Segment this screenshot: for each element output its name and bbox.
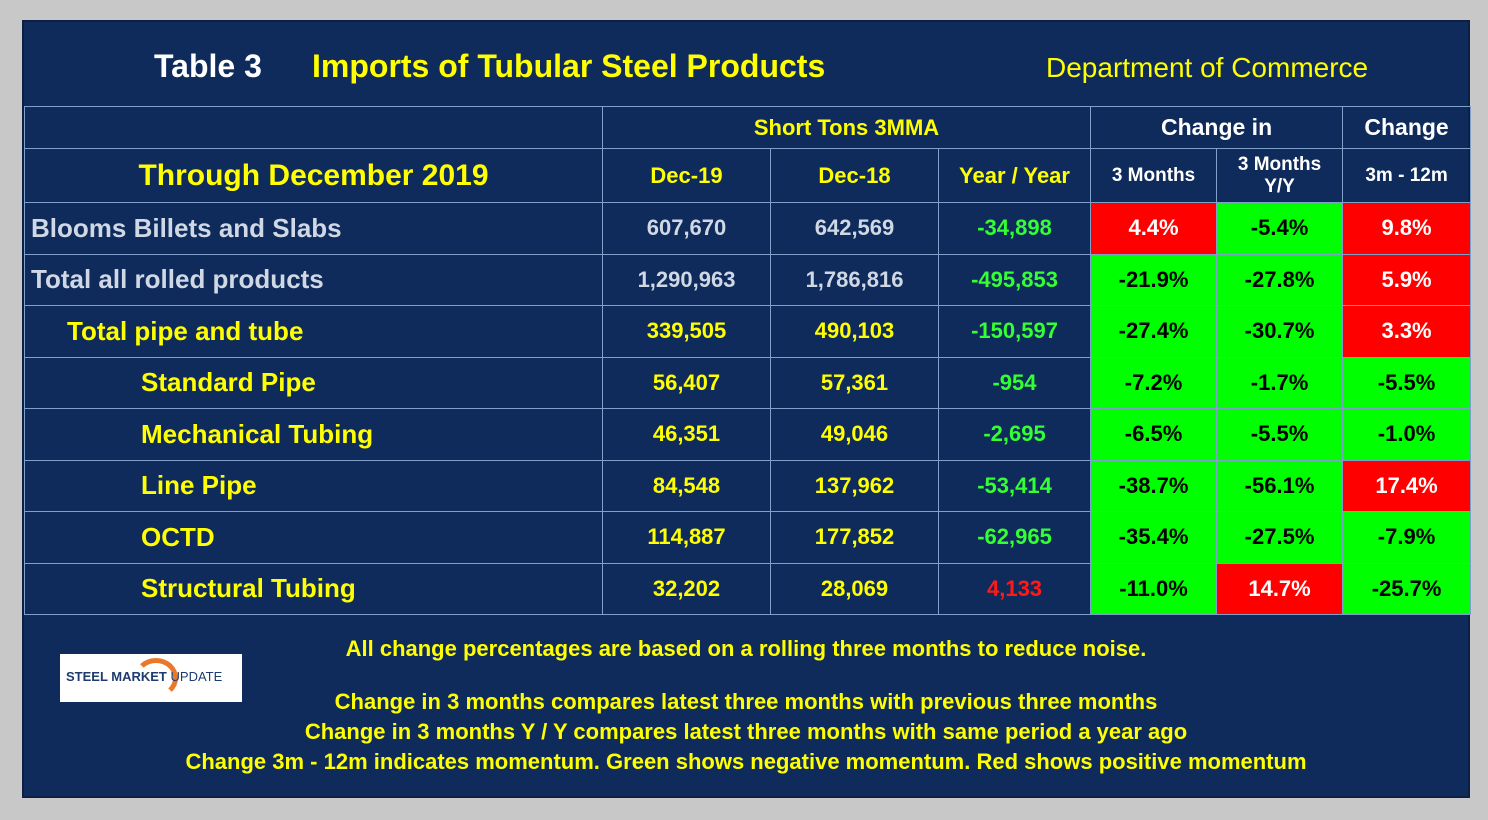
row-label: Line Pipe: [24, 459, 603, 512]
cell-dec19: 339,505: [602, 305, 771, 358]
header-change-in: Change in: [1090, 106, 1344, 149]
cell-yoy: -62,965: [937, 511, 1092, 564]
cell-dec19: 1,290,963: [602, 253, 771, 306]
imports-table: Short Tons 3MMA Change in Change Through…: [24, 106, 1472, 615]
header-3-months-yy-line1: 3 Months: [1237, 153, 1322, 175]
cell-yoy: -150,597: [937, 305, 1092, 358]
cell-3-months: -38.7%: [1090, 459, 1218, 512]
header-yoy: Year / Year: [937, 148, 1092, 203]
logo-swoosh-icon: [134, 658, 178, 698]
table-row: Standard Pipe 56,407 57,361 -954 -7.2% -…: [24, 356, 1472, 409]
cell-3-months: -11.0%: [1090, 562, 1218, 615]
cell-yoy: -2,695: [937, 408, 1092, 461]
cell-dec19: 114,887: [602, 511, 771, 564]
cell-yoy: -954: [937, 356, 1092, 409]
cell-3-months: -6.5%: [1090, 408, 1218, 461]
cell-3m-12m: -25.7%: [1342, 562, 1472, 615]
header-3-months: 3 Months: [1090, 148, 1218, 203]
footnote-2: Change in 3 months compares latest three…: [334, 689, 1158, 714]
cell-3-months: -21.9%: [1090, 253, 1218, 306]
cell-yoy: -53,414: [937, 459, 1092, 512]
cell-3-months: 4.4%: [1090, 202, 1218, 255]
header-empty: [24, 106, 603, 149]
header-change: Change: [1342, 106, 1472, 149]
cell-yoy: -495,853: [937, 253, 1092, 306]
cell-yoy: -34,898: [937, 202, 1092, 255]
cell-3-months-yy: -30.7%: [1216, 305, 1344, 358]
cell-3-months-yy: -5.4%: [1216, 202, 1344, 255]
cell-dec19: 607,670: [602, 202, 771, 255]
cell-dec18: 490,103: [770, 305, 939, 358]
cell-3m-12m: -1.0%: [1342, 408, 1472, 461]
header-row-top: Short Tons 3MMA Change in Change: [24, 106, 1472, 149]
cell-3-months-yy: -5.5%: [1216, 408, 1344, 461]
cell-dec18: 137,962: [770, 459, 939, 512]
cell-3-months-yy: -27.8%: [1216, 253, 1344, 306]
header-short-tons: Short Tons 3MMA: [601, 106, 1092, 149]
cell-3-months-yy: -56.1%: [1216, 459, 1344, 512]
footnote-1: All change percentages are based on a ro…: [345, 636, 1147, 661]
table-title: Imports of Tubular Steel Products: [312, 48, 826, 84]
cell-dec19: 32,202: [602, 562, 771, 615]
table-row: Total pipe and tube 339,505 490,103 -150…: [24, 305, 1472, 358]
cell-dec19: 46,351: [602, 408, 771, 461]
table-row: OCTD 114,887 177,852 -62,965 -35.4% -27.…: [24, 511, 1472, 564]
cell-yoy: 4,133: [937, 562, 1092, 615]
cell-3m-12m: -7.9%: [1342, 511, 1472, 564]
footnote-3: Change in 3 months Y / Y compares latest…: [304, 719, 1188, 744]
cell-dec18: 28,069: [770, 562, 939, 615]
row-label: Structural Tubing: [24, 562, 603, 615]
header-dec18: Dec-18: [770, 148, 939, 203]
row-label: Total pipe and tube: [24, 305, 603, 358]
row-label: OCTD: [24, 511, 603, 564]
row-label: Standard Pipe: [24, 356, 603, 409]
footnote-4: Change 3m - 12m indicates momentum. Gree…: [185, 749, 1307, 774]
cell-3-months-yy: 14.7%: [1216, 562, 1344, 615]
logo-text-bold: STEEL MARKET: [66, 669, 167, 684]
cell-dec18: 177,852: [770, 511, 939, 564]
cell-3m-12m: 5.9%: [1342, 253, 1472, 306]
table-row: Blooms Billets and Slabs 607,670 642,569…: [24, 202, 1472, 255]
row-label: Blooms Billets and Slabs: [24, 202, 603, 255]
logo-text-regular: UPDATE: [170, 669, 223, 684]
table-row: Total all rolled products 1,290,963 1,78…: [24, 253, 1472, 306]
header-dec19: Dec-19: [602, 148, 771, 203]
cell-dec19: 56,407: [602, 356, 771, 409]
table-row: Mechanical Tubing 46,351 49,046 -2,695 -…: [24, 408, 1472, 461]
cell-dec18: 49,046: [770, 408, 939, 461]
header-3-months-yy-line2: Y/Y: [1264, 175, 1295, 197]
cell-3m-12m: 17.4%: [1342, 459, 1472, 512]
cell-3-months: -7.2%: [1090, 356, 1218, 409]
table-row: Structural Tubing 32,202 28,069 4,133 -1…: [24, 562, 1472, 615]
cell-3-months-yy: -1.7%: [1216, 356, 1344, 409]
source-label: Department of Commerce: [1046, 52, 1369, 83]
title-row: Table 3 Imports of Tubular Steel Product…: [24, 22, 1468, 106]
cell-3m-12m: 3.3%: [1342, 305, 1472, 358]
cell-3m-12m: -5.5%: [1342, 356, 1472, 409]
cell-3m-12m: 9.8%: [1342, 202, 1472, 255]
cell-dec18: 642,569: [770, 202, 939, 255]
table-row: Line Pipe 84,548 137,962 -53,414 -38.7% …: [24, 459, 1472, 512]
header-3-months-yy: 3 Months Y/Y: [1216, 148, 1344, 203]
cell-3-months: -27.4%: [1090, 305, 1218, 358]
cell-dec18: 1,786,816: [770, 253, 939, 306]
cell-3-months-yy: -27.5%: [1216, 511, 1344, 564]
header-3m-12m: 3m - 12m: [1342, 148, 1472, 203]
row-label: Mechanical Tubing: [24, 408, 603, 461]
steel-market-update-logo: STEEL MARKET UPDATE: [60, 654, 242, 702]
cell-3-months: -35.4%: [1090, 511, 1218, 564]
header-row-bottom: Through December 2019 Dec-19 Dec-18 Year…: [24, 148, 1472, 203]
table-frame: Table 3 Imports of Tubular Steel Product…: [22, 20, 1472, 798]
table-label: Table 3: [154, 48, 262, 84]
row-label: Total all rolled products: [24, 253, 603, 306]
logo-text: STEEL MARKET UPDATE: [66, 669, 222, 684]
cell-dec19: 84,548: [602, 459, 771, 512]
cell-dec18: 57,361: [770, 356, 939, 409]
header-through: Through December 2019: [24, 148, 603, 203]
